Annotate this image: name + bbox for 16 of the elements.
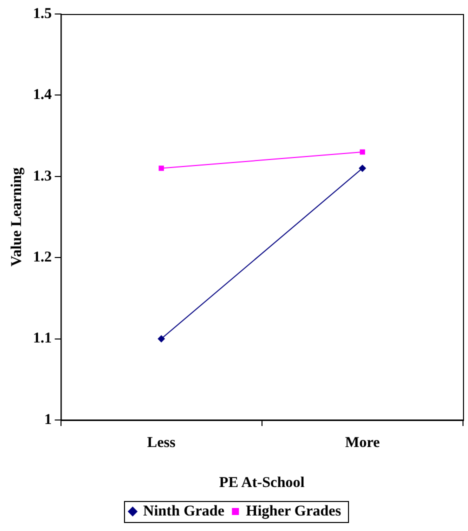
legend-label: Ninth Grade [143, 503, 225, 520]
x-tick-label: Less [147, 434, 176, 451]
y-axis-title: Value Learning [8, 166, 25, 267]
y-tick-label: 1.2 [33, 249, 52, 266]
y-tick-label: 1.3 [33, 168, 52, 184]
point [158, 166, 164, 171]
x-tick-label: More [345, 434, 380, 451]
y-tick-label: 1.1 [33, 330, 52, 347]
y-tick-label: 1.5 [33, 6, 52, 22]
y-tick-label: 1.4 [33, 87, 52, 104]
point [158, 335, 165, 342]
point [358, 164, 366, 172]
legend-label: Higher Grades [246, 503, 342, 520]
point [360, 149, 366, 155]
y-tick-label: 1 [44, 412, 52, 428]
x-axis-title: PE At-School [219, 474, 305, 491]
